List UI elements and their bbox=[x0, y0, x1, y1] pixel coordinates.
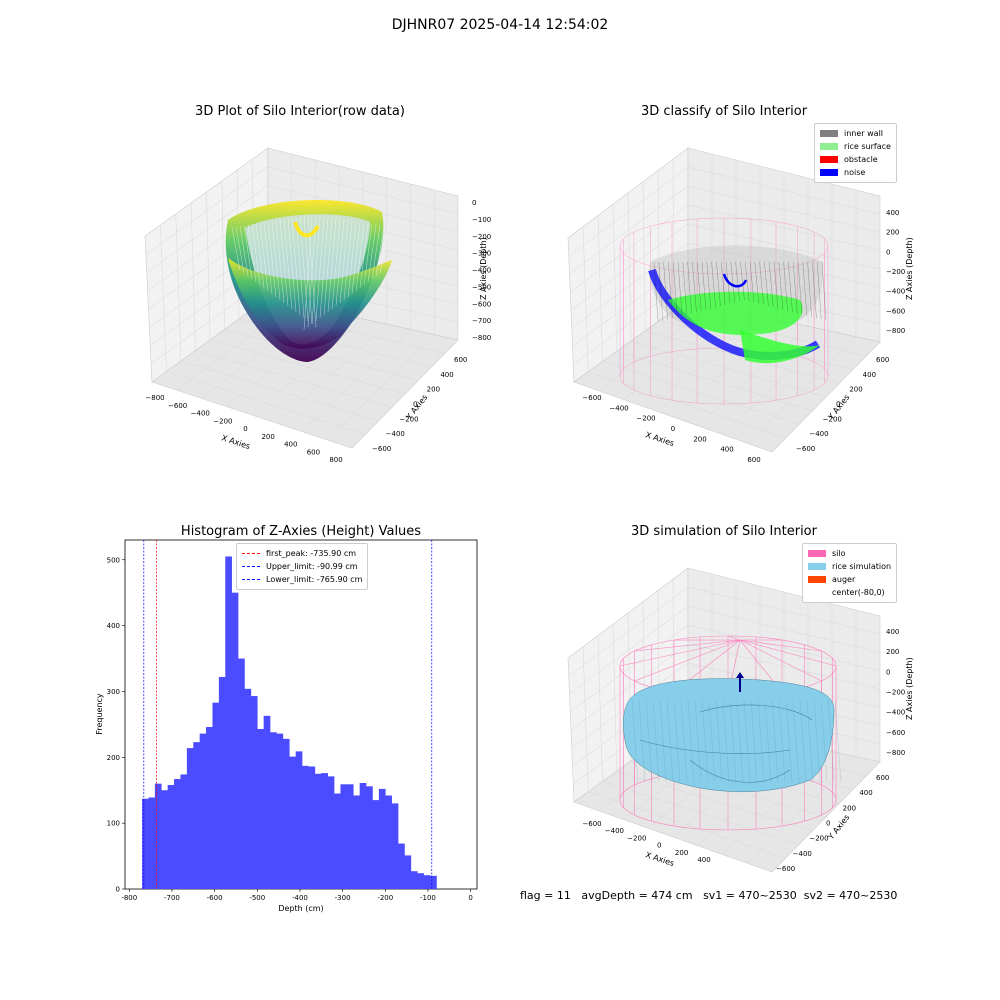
figure-title: DJHNR07 2025-04-14 12:54:02 bbox=[391, 17, 609, 33]
histogram-bar bbox=[199, 733, 207, 889]
histogram-bar bbox=[391, 803, 399, 889]
histogram-xlabel: Depth (cm) bbox=[278, 904, 323, 913]
histogram-bar bbox=[289, 756, 296, 889]
histogram-bar bbox=[186, 748, 194, 889]
histogram-ytick-1: 100 bbox=[107, 820, 120, 828]
status-flag: flag = 11 bbox=[520, 889, 571, 902]
histogram-ytick-4: 400 bbox=[107, 622, 120, 630]
histogram-bar bbox=[359, 782, 367, 889]
histogram-bar bbox=[353, 795, 360, 889]
histogram-ytick-3: 300 bbox=[107, 688, 120, 696]
histogram-bar bbox=[250, 696, 258, 889]
histogram-bar bbox=[340, 784, 348, 889]
histogram-ylabel: Frequency bbox=[95, 693, 104, 735]
histogram-bar bbox=[161, 790, 168, 889]
histogram-xtick-8: 0 bbox=[468, 894, 472, 902]
panel4-xlabel: X Axies bbox=[644, 850, 675, 868]
histogram-bar bbox=[366, 786, 373, 889]
histogram-xtick-5: -300 bbox=[335, 894, 351, 902]
legend-item-rice-simulation: rice simulation bbox=[808, 560, 891, 573]
histogram-ytick-5: 500 bbox=[107, 556, 120, 564]
histogram-bar bbox=[142, 798, 149, 889]
histogram-bar bbox=[302, 765, 309, 889]
legend-item-auger: auger bbox=[808, 573, 891, 586]
histogram-bar bbox=[417, 873, 424, 889]
panel4-legend: silo rice simulation auger center(-80,0) bbox=[802, 543, 898, 603]
legend-item-first-peak: first_peak: -735.90 cm bbox=[242, 547, 362, 560]
legend-item-silo: silo bbox=[808, 547, 891, 560]
histogram-legend: first_peak: -735.90 cm Upper_limit: -90.… bbox=[236, 543, 369, 590]
histogram-bar bbox=[276, 733, 284, 889]
legend-item-upper-limit: Upper_limit: -90.99 cm bbox=[242, 560, 362, 573]
histogram-bar bbox=[327, 776, 335, 889]
histogram-xtick-7: -100 bbox=[420, 894, 436, 902]
histogram-bar bbox=[308, 766, 316, 889]
legend-item-lower-limit: Lower_limit: -765.90 cm bbox=[242, 573, 362, 586]
histogram-xtick-0: -800 bbox=[121, 894, 137, 902]
histogram-bar bbox=[231, 592, 239, 889]
histogram-bar bbox=[180, 774, 188, 889]
histogram-bar bbox=[174, 779, 181, 889]
histogram-bar bbox=[148, 797, 156, 889]
histogram-bar bbox=[295, 751, 303, 889]
legend-item-noise: noise bbox=[820, 166, 891, 179]
histogram-bar bbox=[314, 773, 322, 889]
status-avg-depth: avgDepth = 474 cm bbox=[581, 889, 693, 902]
histogram-bar bbox=[378, 788, 386, 889]
histogram-bar bbox=[282, 738, 290, 889]
histogram-bar bbox=[334, 793, 341, 889]
histogram-bar bbox=[206, 727, 213, 889]
histogram-bar bbox=[154, 783, 162, 889]
histogram-bar bbox=[410, 871, 418, 889]
panel3-title: Histogram of Z-Axies (Height) Values bbox=[180, 524, 422, 539]
histogram-ytick-0: 0 bbox=[116, 886, 120, 894]
histogram-bar bbox=[404, 855, 412, 889]
histogram-bar bbox=[423, 875, 431, 889]
histogram-xtick-6: -200 bbox=[377, 894, 393, 902]
status-sv2: sv2 = 470~2530 bbox=[803, 889, 898, 902]
panel2-zlabel: Z Axies (Depth) bbox=[905, 237, 914, 300]
legend-item-center: center(-80,0) bbox=[832, 588, 885, 597]
histogram-bar bbox=[430, 875, 437, 889]
panel4-title: 3D simulation of Silo Interior bbox=[631, 524, 817, 539]
panel1-zlabel: Z Axies (Depth) bbox=[479, 237, 488, 300]
status-line: flag = 11 avgDepth = 474 cm sv1 = 470~25… bbox=[520, 889, 897, 902]
histogram-bar bbox=[167, 784, 175, 889]
panel4-zlabel: Z Axies (Depth) bbox=[905, 657, 914, 720]
histogram-bar bbox=[346, 784, 354, 889]
histogram-xtick-2: -600 bbox=[207, 894, 223, 902]
legend-item-rice-surface: rice surface bbox=[820, 140, 891, 153]
histogram-bar bbox=[385, 795, 392, 889]
status-sv1: sv1 = 470~2530 bbox=[703, 889, 797, 902]
histogram-bar bbox=[372, 800, 380, 889]
histogram-xtick-4: -400 bbox=[292, 894, 308, 902]
histogram-bar bbox=[238, 658, 245, 889]
histogram-bar bbox=[257, 728, 264, 889]
histogram-xtick-1: -700 bbox=[164, 894, 180, 902]
panel2-legend: inner wall rice surface obstacle noise bbox=[814, 123, 897, 183]
legend-item-inner-wall: inner wall bbox=[820, 127, 891, 140]
panel2-title: 3D classify of Silo Interior bbox=[640, 104, 808, 119]
histogram-bar bbox=[218, 676, 226, 889]
panel1-title: 3D Plot of Silo Interior(row data) bbox=[195, 104, 405, 119]
histogram-bar bbox=[193, 742, 200, 889]
histogram-bar bbox=[212, 702, 220, 889]
histogram-bar bbox=[398, 843, 405, 889]
histogram-ytick-2: 200 bbox=[107, 754, 120, 762]
histogram-bar bbox=[244, 688, 252, 889]
panel4-ylabel: Y Axies bbox=[826, 813, 852, 842]
histogram-bar bbox=[321, 773, 328, 889]
histogram-bar bbox=[225, 556, 232, 889]
histogram-bar bbox=[270, 732, 277, 889]
histogram-bar bbox=[263, 715, 271, 889]
legend-item-obstacle: obstacle bbox=[820, 153, 891, 166]
histogram-xtick-3: -500 bbox=[249, 894, 265, 902]
